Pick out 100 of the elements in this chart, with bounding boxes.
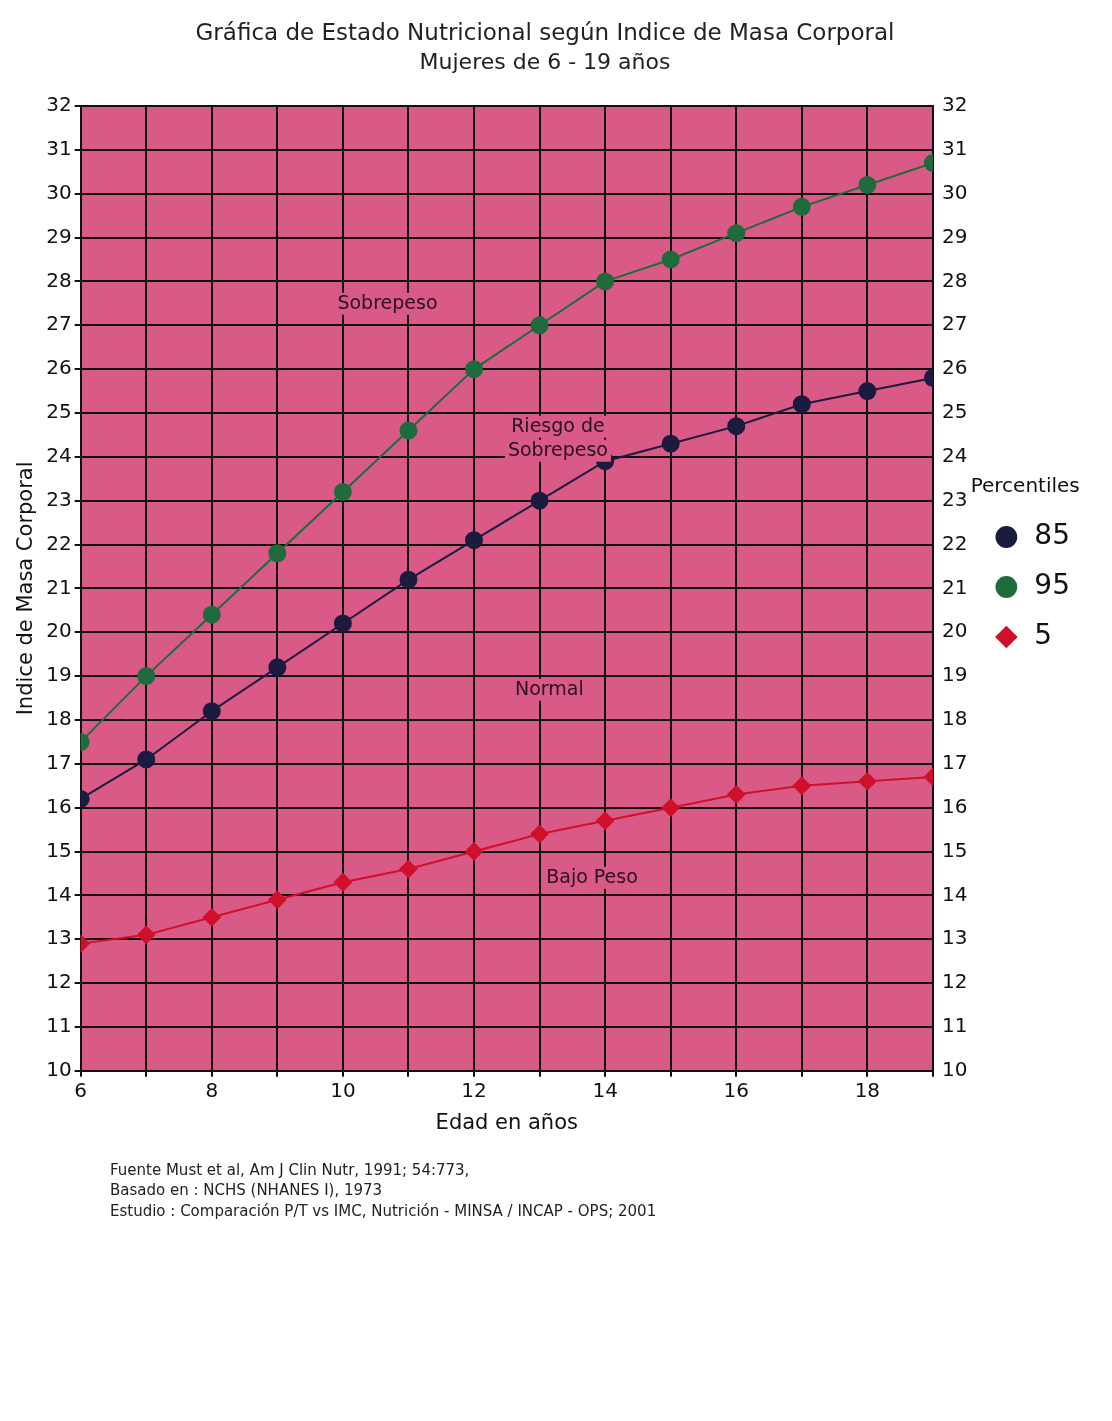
point: [530, 824, 549, 843]
y-tick-label: 13: [46, 925, 72, 950]
y-tick-label: 12: [46, 969, 72, 994]
point: [399, 421, 418, 440]
y2-tick-label: 26: [941, 355, 968, 380]
annotation: Bajo Peso: [546, 864, 638, 887]
point: [596, 811, 615, 830]
annotation: Sobrepeso: [337, 290, 438, 313]
y2-tick-label: 25: [941, 399, 968, 424]
y2-tick-label: 13: [941, 925, 968, 950]
point: [727, 224, 746, 243]
y-tick-label: 16: [46, 793, 72, 818]
point: [792, 197, 811, 216]
point: [137, 750, 156, 769]
y-tick-label: 26: [46, 355, 72, 380]
point: [137, 667, 156, 686]
y2-tick-label: 32: [941, 92, 968, 117]
point: [530, 316, 549, 335]
x-tick-label: 6: [74, 1078, 88, 1102]
annotation: Riesgo de Sobrepeso: [507, 413, 608, 460]
legend-label: 95: [1034, 568, 1071, 602]
point: [202, 702, 221, 721]
point: [333, 614, 352, 633]
point: [202, 908, 221, 927]
y-tick-label: 29: [46, 223, 72, 248]
y2-tick-label: 28: [941, 267, 968, 292]
y-tick-label: 24: [46, 443, 72, 468]
point: [268, 544, 287, 563]
y-tick-label: 15: [46, 837, 72, 862]
point: [792, 776, 811, 795]
y2-tick-label: 24: [941, 443, 968, 468]
point: [858, 382, 877, 401]
point: [661, 434, 680, 453]
y2-tick-label: 14: [941, 881, 968, 906]
y-tick-label: 11: [46, 1013, 72, 1038]
legend-label: 5: [1034, 618, 1053, 652]
point: [399, 570, 418, 589]
legend-title: Percentiles: [970, 473, 1080, 498]
point: [858, 175, 877, 194]
x-tick-label: 16: [723, 1078, 749, 1102]
y-tick-label: 18: [46, 706, 72, 731]
point: [727, 785, 746, 804]
y2-tick-label: 17: [941, 750, 968, 775]
text: Basado en : NCHS (NHANES I), 1973: [110, 1180, 384, 1201]
point: [465, 360, 484, 379]
source-note: Fuente Must et al, Am J Clin Nutr, 1991; 54:773,: [110, 1160, 471, 1181]
y2-tick-label: 30: [941, 179, 968, 204]
point: [858, 772, 877, 791]
y2-tick-label: 21: [941, 574, 968, 599]
point: [465, 531, 484, 550]
legend-label: 85: [1034, 518, 1071, 552]
y2-tick-label: 31: [941, 136, 968, 161]
point: [268, 890, 287, 909]
y-tick-label: 10: [46, 1057, 72, 1081]
x-tick-label: 10: [330, 1078, 356, 1102]
y-tick-label: 17: [46, 750, 72, 775]
y-tick-label: 32: [46, 92, 72, 117]
annotation: Normal: [515, 676, 584, 699]
y-tick-label: 23: [46, 486, 72, 511]
point: [333, 873, 352, 892]
point: [727, 417, 746, 436]
point: [596, 272, 615, 291]
y2-tick-label: 27: [941, 311, 968, 336]
y2-tick-label: 10: [941, 1057, 968, 1081]
y-tick-label: 28: [46, 267, 72, 292]
point: [661, 250, 680, 269]
y2-tick-label: 20: [941, 618, 968, 643]
point: [202, 605, 221, 624]
point: [465, 842, 484, 861]
point: [399, 860, 418, 879]
point: [530, 491, 549, 510]
x-tick-label: 14: [592, 1078, 618, 1102]
chart-title: Gráfica de Estado Nutricional según Indice de Masa Corporal: [195, 18, 895, 45]
point: [333, 482, 352, 501]
y-tick-label: 25: [46, 399, 72, 424]
y2-tick-label: 12: [941, 969, 968, 994]
x-tick-label: 18: [854, 1078, 881, 1102]
y-tick-label: 30: [46, 179, 72, 204]
point: [268, 658, 287, 677]
x-tick-label: 12: [461, 1078, 487, 1102]
x-tick-label: 8: [205, 1078, 219, 1102]
y2-tick-label: 11: [941, 1013, 968, 1038]
point: [661, 798, 680, 817]
y-tick-label: 22: [46, 530, 72, 555]
y2-tick-label: 29: [941, 223, 968, 248]
chart-subtitle: Mujeres de 6 - 19 años: [419, 48, 671, 74]
y-tick-label: 20: [46, 618, 72, 643]
point: [792, 395, 811, 414]
y2-tick-label: 22: [941, 530, 968, 555]
y2-tick-label: 15: [941, 837, 968, 862]
y-tick-label: 19: [46, 662, 72, 687]
point: [137, 925, 156, 944]
y-tick-label: 27: [46, 311, 72, 336]
y2-tick-label: 18: [941, 706, 968, 731]
y2-tick-label: 19: [941, 662, 968, 687]
x-axis-title: Edad en años: [435, 1109, 578, 1134]
y-axis-title: Indice de Masa Corporal: [13, 461, 38, 716]
y-tick-label: 31: [46, 136, 72, 161]
y-tick-label: 21: [46, 574, 72, 599]
y2-tick-label: 16: [941, 793, 968, 818]
